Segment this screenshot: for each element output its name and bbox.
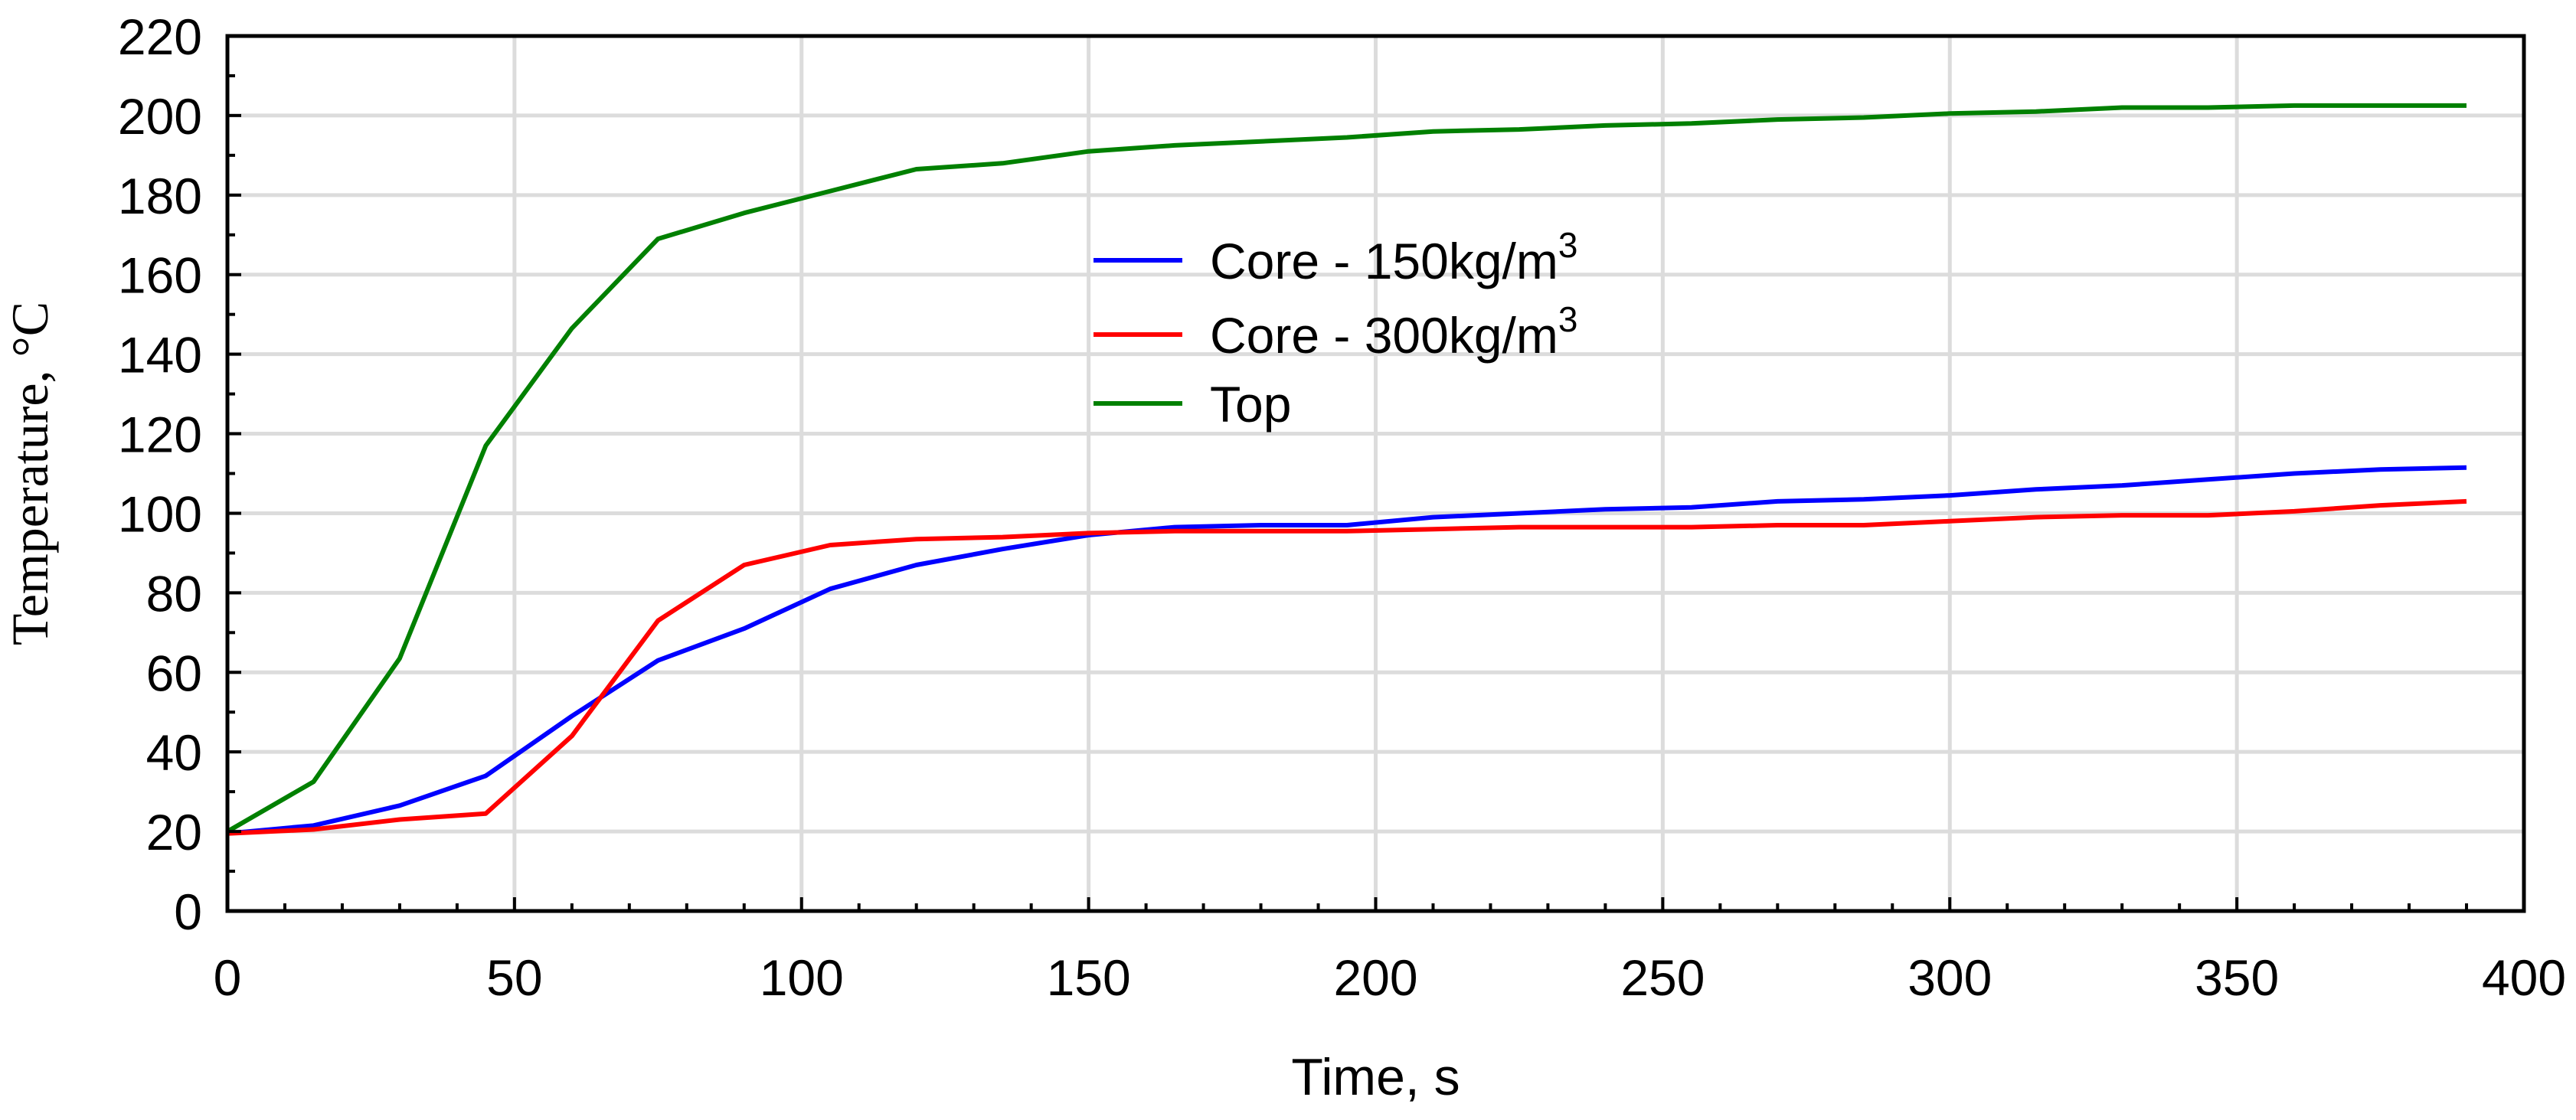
y-tick-label: 80 [146, 565, 202, 622]
y-axis-title: Temperature, °C [1, 302, 59, 645]
y-tick-label: 120 [118, 407, 202, 463]
y-tick-label: 20 [146, 804, 202, 860]
axis-ticks [226, 34, 2525, 913]
x-tick-label: 350 [2195, 949, 2279, 1006]
y-tick-label: 60 [146, 645, 202, 701]
series-layer [226, 103, 2467, 836]
x-tick-label: 50 [486, 949, 542, 1006]
series-line-2 [227, 498, 2467, 836]
x-tick-label: 100 [760, 949, 844, 1006]
y-tick-label: 140 [118, 327, 202, 384]
y-tick-label: 160 [118, 247, 202, 304]
legend: Core - 150kg/m3 Core - 300kg/m3 Top [1093, 225, 1577, 433]
y-tick-label: 180 [118, 168, 202, 224]
legend-label: Top [1210, 376, 1291, 433]
y-tick-label: 100 [118, 485, 202, 542]
series-line-3 [226, 103, 2466, 834]
x-tick-label: 400 [2482, 949, 2566, 1006]
y-tick-label: 40 [146, 724, 202, 781]
legend-label: Core - 150kg/m3 [1210, 225, 1577, 289]
grid-lines [227, 36, 2524, 911]
x-tick-label: 300 [1907, 949, 1992, 1006]
legend-label: Core - 300kg/m3 [1210, 299, 1577, 364]
legend-superscript: 3 [1558, 299, 1578, 339]
y-tick-label: 0 [174, 883, 202, 940]
x-tick-label: 250 [1620, 949, 1705, 1006]
x-tick-label: 0 [214, 949, 242, 1006]
tick-labels: 0 50 100 150 200 250 300 350 400 0 20 40 60 80 100 120 1… [118, 8, 2566, 1006]
x-tick-label: 150 [1047, 949, 1131, 1006]
y-tick-label: 200 [118, 88, 202, 145]
legend-superscript: 3 [1558, 225, 1578, 265]
y-tick-label: 220 [118, 8, 202, 65]
x-tick-label: 200 [1333, 949, 1417, 1006]
x-axis-title: Time, s [1291, 1048, 1460, 1106]
